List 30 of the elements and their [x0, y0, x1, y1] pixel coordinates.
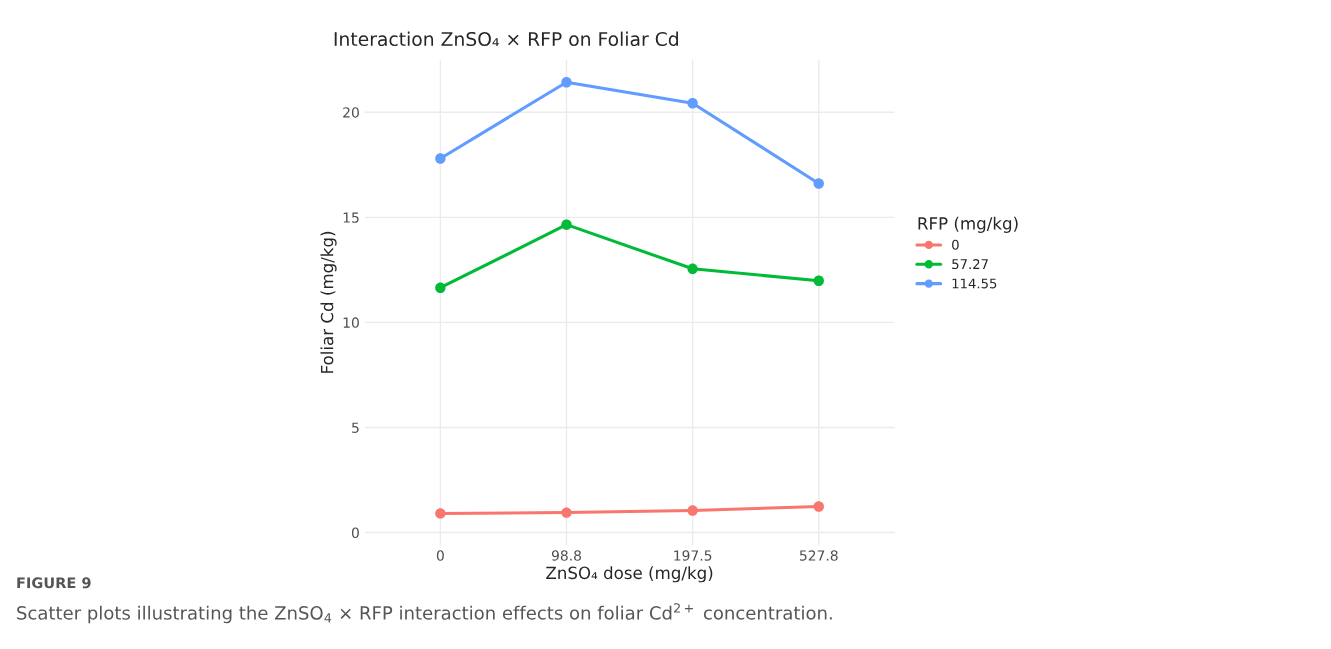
legend-title: RFP (mg/kg): [918, 216, 1018, 233]
y-axis-title: Foliar Cd (mg/kg): [320, 231, 337, 373]
y-tick-label: 10: [343, 317, 359, 328]
x-tick-label: 197.5: [674, 550, 712, 561]
point: [687, 505, 698, 516]
chart-title: Interaction ZnSO₄ × RFP on Foliar Cd: [334, 31, 678, 47]
y-tick-label: 20: [343, 107, 359, 118]
x-tick-label: 527.8: [799, 550, 838, 561]
point: [813, 178, 824, 189]
point: [687, 98, 698, 109]
point: [561, 76, 572, 88]
legend-label: 57.27: [952, 259, 988, 270]
point: [813, 501, 824, 512]
legend-label: 114.55: [952, 278, 997, 289]
x-tick-label: 0: [436, 550, 444, 561]
y-tick-label: 5: [352, 422, 359, 433]
point: [687, 263, 698, 275]
y-tick-label: 0: [351, 527, 359, 539]
point: [435, 282, 446, 293]
point: [561, 507, 572, 518]
point: [435, 508, 446, 519]
point: [561, 219, 572, 230]
legend-label: 0: [952, 239, 959, 250]
y-tick-label: 15: [343, 212, 359, 223]
point: [813, 275, 824, 286]
point: [435, 153, 446, 164]
caption: FIGURE 9: [17, 577, 91, 589]
x-tick-label: 98.8: [551, 550, 582, 561]
x-axis-title: ZnSO₄ dose (mg/kg): [546, 566, 713, 583]
text: Scatter plots illustrating the ZnSO$_{4}$ × RFP interaction effects on foliar Cd$^{2+}$ concentration.: [17, 603, 832, 624]
